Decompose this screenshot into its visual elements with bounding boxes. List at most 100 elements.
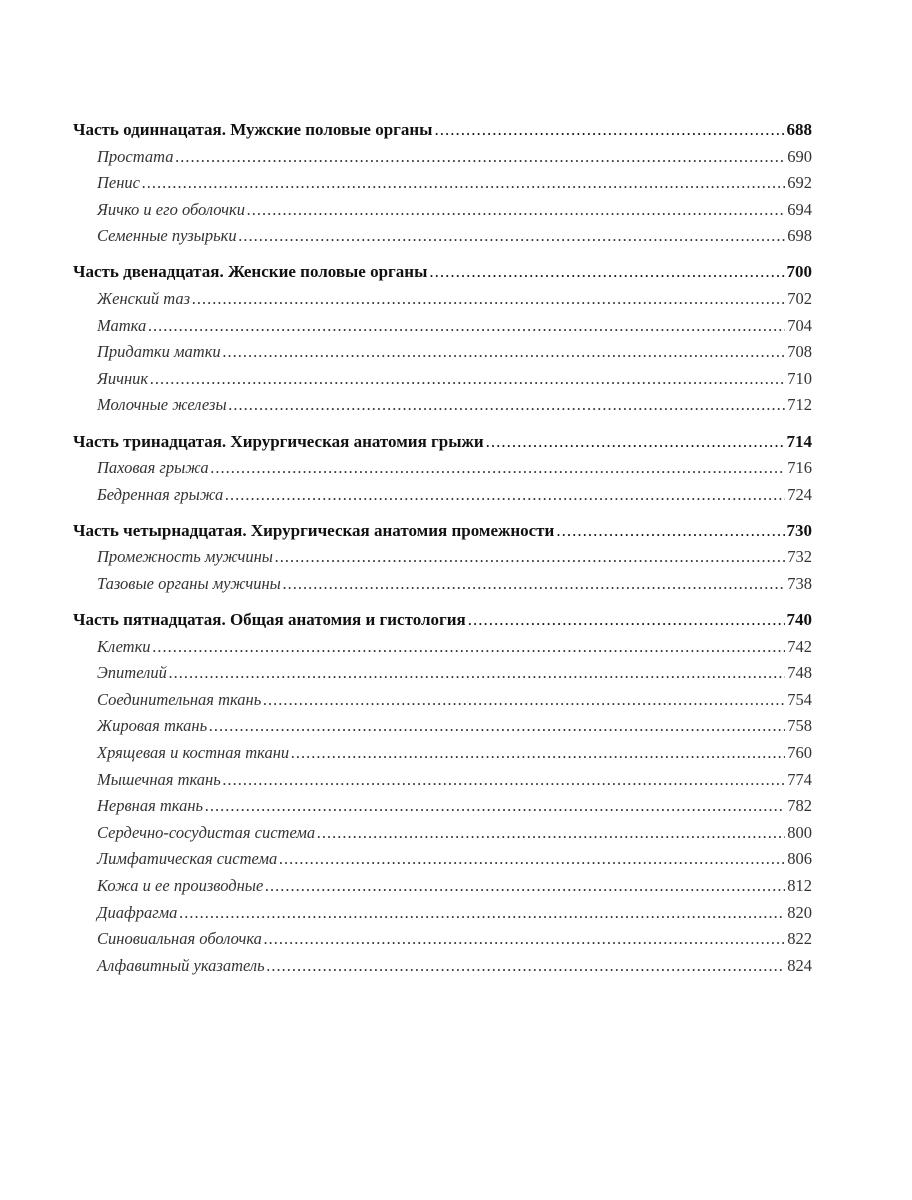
- entry-title: Промежность мужчины: [97, 547, 273, 567]
- entry-title: Женский таз: [97, 289, 191, 309]
- page-number: 806: [787, 849, 812, 869]
- page-number: 690: [787, 146, 812, 166]
- page-number: 742: [787, 636, 812, 656]
- dot-leader: [229, 392, 786, 419]
- toc-entry[interactable]: Промежность мужчины 732: [73, 544, 812, 571]
- dot-leader: [265, 873, 785, 900]
- toc-entry[interactable]: Нервная ткань 782: [73, 793, 812, 820]
- page-number: 760: [787, 743, 812, 763]
- toc-entry[interactable]: Кожа и ее производные 812: [73, 873, 812, 900]
- toc-entry[interactable]: Матка 704: [73, 313, 812, 340]
- dot-leader: [267, 953, 786, 980]
- entry-title: Соединительная ткань: [97, 689, 262, 709]
- dot-leader: [247, 197, 785, 224]
- toc-entry[interactable]: Эпителий 748: [73, 660, 812, 687]
- entry-title: Жировая ткань: [97, 716, 208, 736]
- page-number: 800: [787, 822, 812, 842]
- toc-entry[interactable]: Алфавитный указатель 824: [73, 953, 812, 980]
- page-number: 724: [787, 484, 812, 504]
- part-heading[interactable]: Часть пятнадцатая. Общая анатомия и гист…: [73, 607, 812, 634]
- dot-leader: [239, 223, 786, 250]
- page-number: 758: [787, 716, 812, 736]
- entry-title: Матка: [97, 315, 147, 335]
- toc-entry[interactable]: Женский таз 702: [73, 286, 812, 313]
- entry-title: Клетки: [97, 636, 151, 656]
- entry-title: Кожа и ее производные: [97, 876, 264, 896]
- toc-entry[interactable]: Тазовые органы мужчины 738: [73, 571, 812, 598]
- entry-title: Бедренная грыжа: [97, 484, 224, 504]
- toc-entry[interactable]: Мышечная ткань 774: [73, 767, 812, 794]
- dot-leader: [153, 634, 786, 661]
- part-heading[interactable]: Часть одиннацатая. Мужские половые орган…: [73, 117, 812, 144]
- page-number: 738: [787, 574, 812, 593]
- toc-entry[interactable]: Синовиальная оболочка 822: [73, 926, 812, 953]
- toc-entry[interactable]: Сердечно-сосудистая система 800: [73, 820, 812, 847]
- toc-entry[interactable]: Хрящевая и костная ткани 760: [73, 740, 812, 767]
- entry-title: Часть двенадцатая. Женские половые орган…: [73, 262, 428, 282]
- entry-title: Паховая грыжа: [97, 458, 209, 478]
- page-number: 688: [786, 120, 813, 139]
- dot-leader: [142, 170, 785, 197]
- toc-section: Часть пятнадцатая. Общая анатомия и гист…: [73, 607, 812, 979]
- toc-entry[interactable]: Бедренная грыжа 724: [73, 482, 812, 509]
- toc-entry[interactable]: Клетки 742: [73, 634, 812, 661]
- toc-entry[interactable]: Пенис 692: [73, 170, 812, 197]
- toc-section: Часть тринадцатая. Хирургическая анатоми…: [73, 429, 812, 509]
- dot-leader: [175, 144, 785, 171]
- entry-title: Часть пятнадцатая. Общая анатомия и гист…: [73, 610, 466, 630]
- toc-entry[interactable]: Семенные пузырьки 698: [73, 223, 812, 250]
- page-number: 716: [787, 458, 812, 478]
- dot-leader: [317, 820, 785, 847]
- entry-title: Сердечно-сосудистая система: [97, 822, 316, 842]
- toc-entry[interactable]: Жировая ткань 758: [73, 713, 812, 740]
- table-of-contents: Часть одиннацатая. Мужские половые орган…: [73, 117, 812, 989]
- entry-title: Пенис: [97, 173, 140, 193]
- toc-entry[interactable]: Лимфатическая система 806: [73, 846, 812, 873]
- dot-leader: [429, 259, 784, 286]
- toc-entry[interactable]: Яичник 710: [73, 366, 812, 393]
- page-number: 712: [787, 395, 812, 415]
- part-heading[interactable]: Часть тринадцатая. Хирургическая анатоми…: [73, 429, 812, 456]
- toc-section: Часть одиннацатая. Мужские половые орган…: [73, 117, 812, 250]
- toc-entry[interactable]: Простата 690: [73, 144, 812, 171]
- page-number: 702: [787, 289, 812, 309]
- dot-leader: [291, 740, 785, 767]
- page-number: 704: [787, 315, 812, 335]
- page-number: 732: [787, 547, 812, 567]
- entry-title: Яичко и его оболочки: [97, 199, 245, 219]
- toc-entry[interactable]: Диафрагма 820: [73, 900, 812, 927]
- page-number: 782: [787, 796, 812, 816]
- dot-leader: [209, 713, 785, 740]
- dot-leader: [275, 544, 785, 571]
- toc-entry[interactable]: Молочные железы 712: [73, 392, 812, 419]
- entry-title: Молочные железы: [97, 395, 227, 415]
- dot-leader: [264, 926, 785, 953]
- toc-entry[interactable]: Соединительная ткань 754: [73, 687, 812, 714]
- entry-title: Тазовые органы мужчины: [97, 574, 281, 593]
- part-heading[interactable]: Часть четырнадцатая. Хирургическая анато…: [73, 518, 812, 545]
- part-heading[interactable]: Часть двенадцатая. Женские половые орган…: [73, 259, 812, 286]
- entry-title: Простата: [97, 146, 174, 166]
- page-number: 708: [787, 342, 812, 362]
- page-number: 774: [787, 769, 812, 789]
- entry-title: Часть четырнадцатая. Хирургическая анато…: [73, 520, 555, 540]
- page-number: 754: [787, 689, 812, 709]
- entry-title: Придатки матки: [97, 342, 221, 362]
- page-number: 812: [787, 876, 812, 896]
- dot-leader: [169, 660, 785, 687]
- dot-leader: [150, 366, 785, 393]
- toc-entry[interactable]: Придатки матки 708: [73, 339, 812, 366]
- entry-title: Хрящевая и костная ткани: [97, 743, 290, 763]
- entry-title: Часть тринадцатая. Хирургическая анатоми…: [73, 431, 484, 451]
- dot-leader: [223, 767, 786, 794]
- page-number: 822: [787, 929, 812, 949]
- toc-section: Часть двенадцатая. Женские половые орган…: [73, 259, 812, 419]
- dot-leader: [225, 482, 785, 509]
- page-number: 692: [787, 173, 812, 193]
- dot-leader: [211, 455, 786, 482]
- dot-leader: [148, 313, 785, 340]
- page-number: 824: [787, 955, 812, 975]
- page-number: 820: [787, 902, 812, 922]
- toc-entry[interactable]: Яичко и его оболочки 694: [73, 197, 812, 224]
- toc-entry[interactable]: Паховая грыжа 716: [73, 455, 812, 482]
